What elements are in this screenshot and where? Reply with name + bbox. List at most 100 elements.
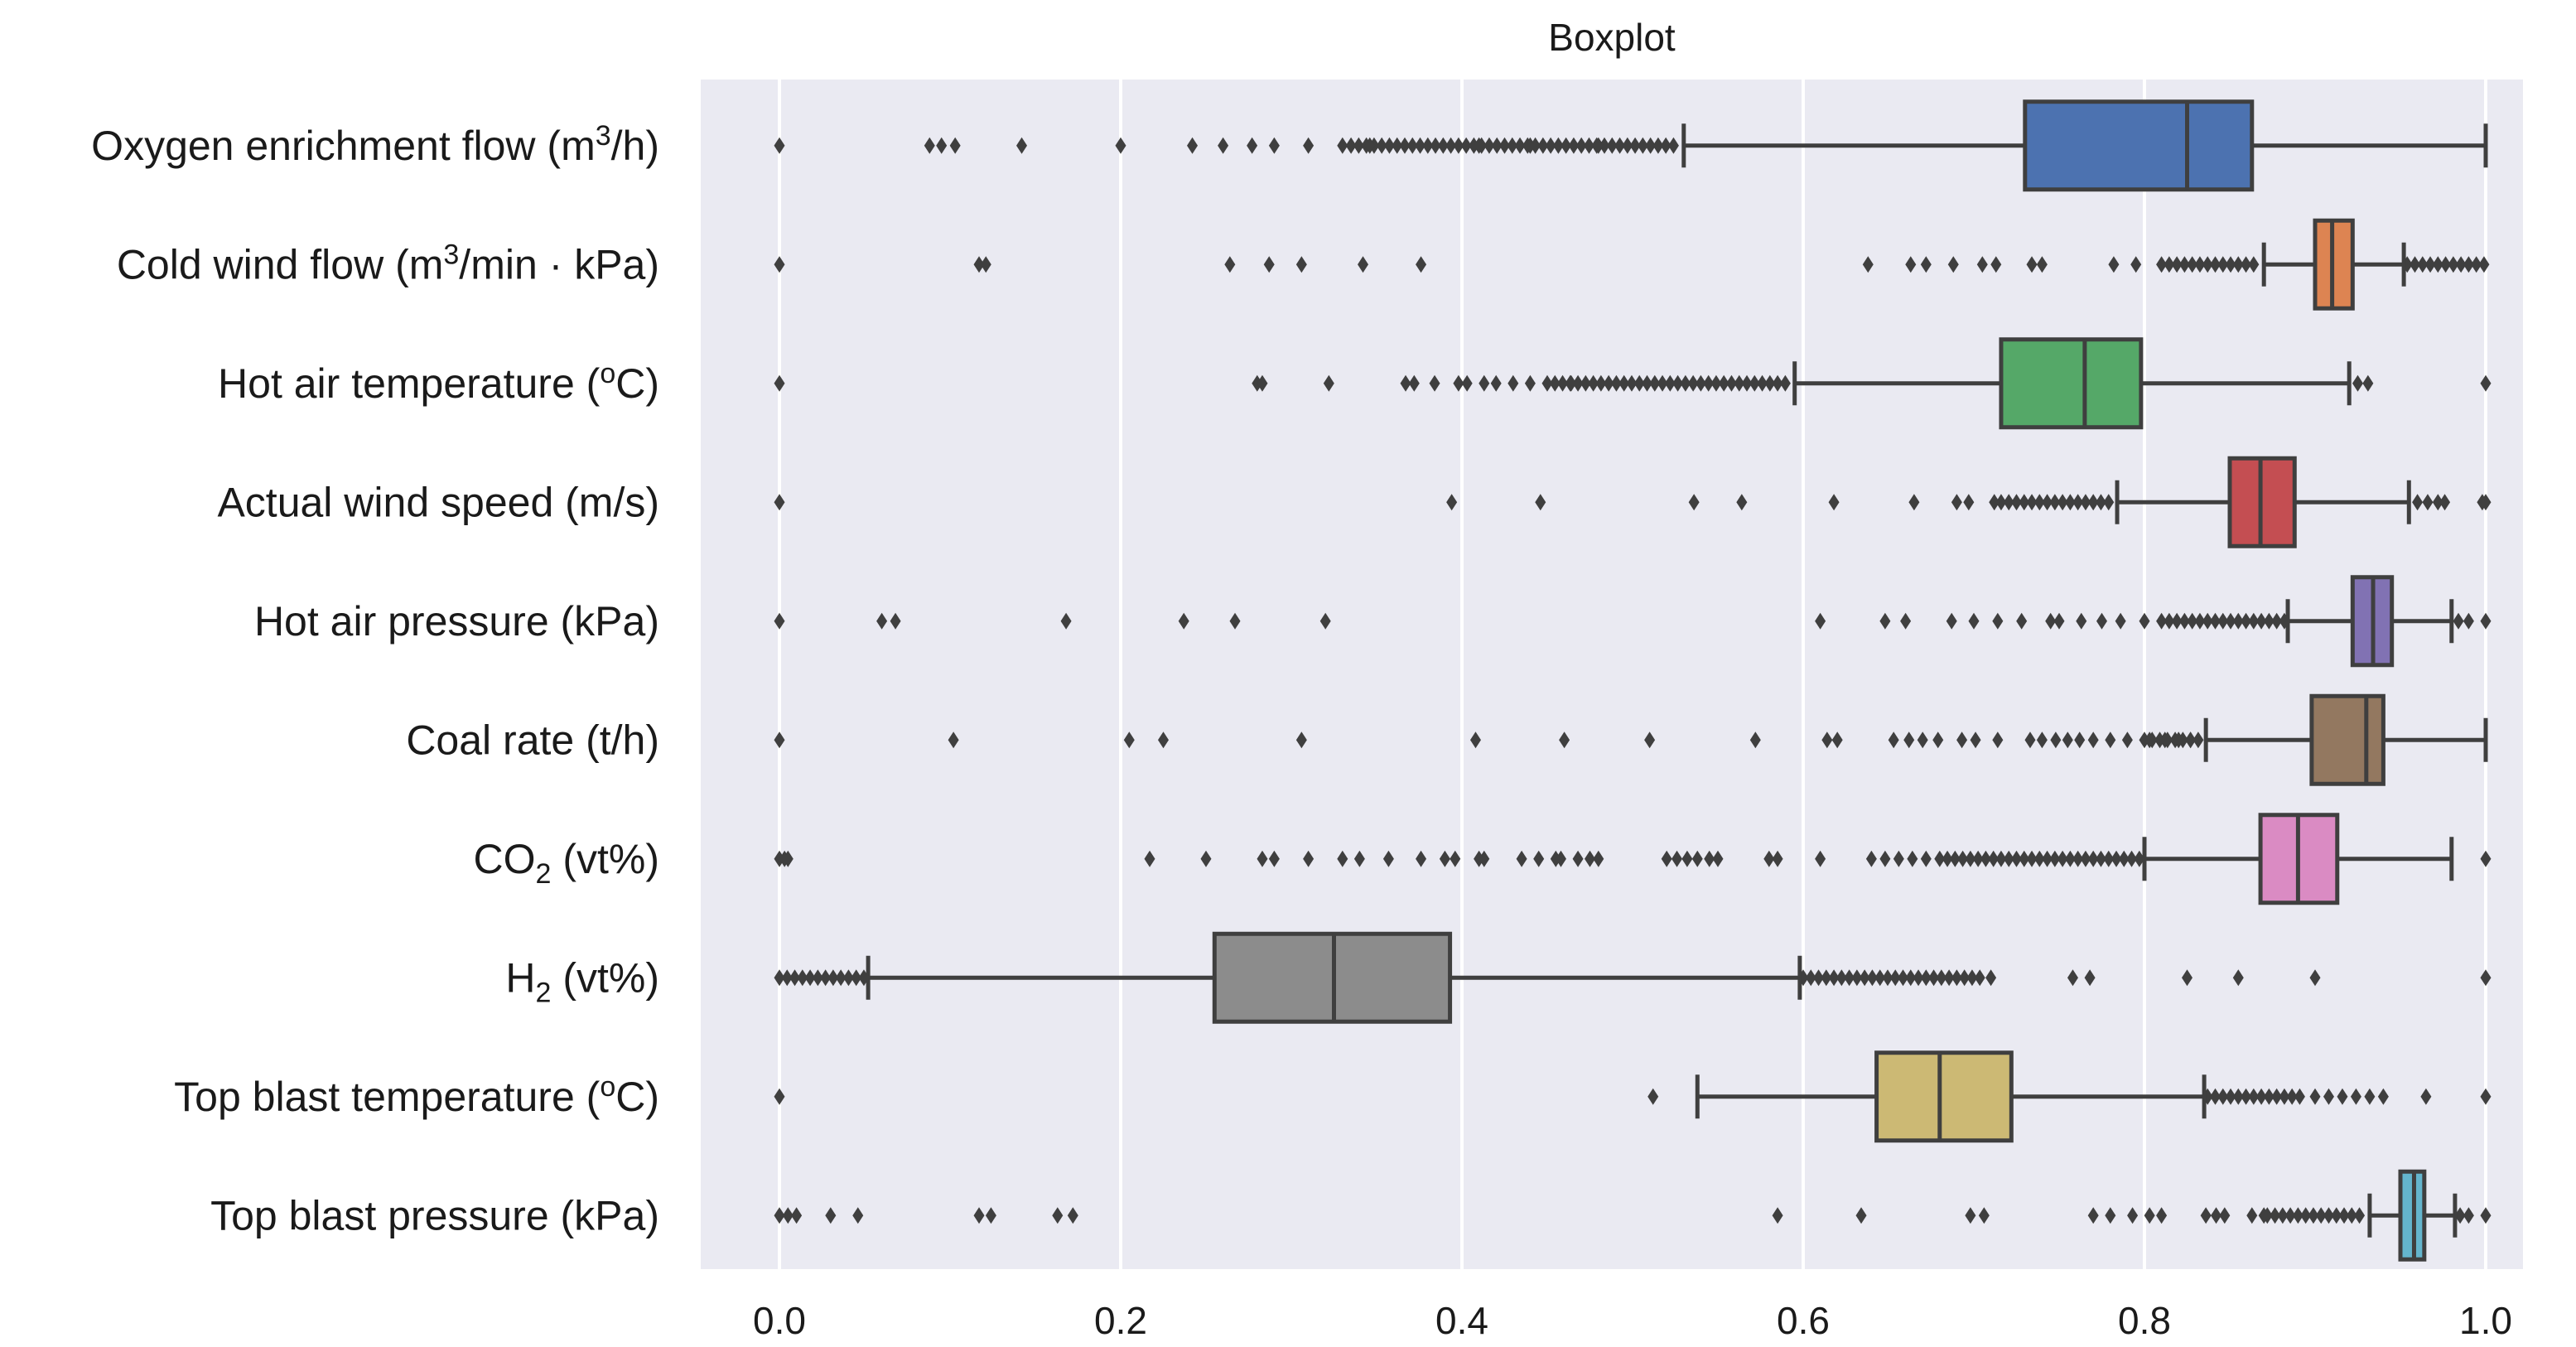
outlier-point	[774, 1088, 785, 1105]
outlier-point	[2309, 1088, 2321, 1105]
outlier-point	[1507, 374, 1519, 392]
outlier-point	[2033, 494, 2045, 511]
x-tick-label: 0.0	[753, 1299, 806, 1342]
outlier-point	[2241, 1088, 2252, 1105]
series-co2	[774, 813, 2492, 905]
outlier-point	[2453, 612, 2464, 630]
outlier-point	[1712, 850, 1724, 867]
outlier-point	[1980, 850, 1991, 867]
outlier-point	[1688, 494, 1700, 511]
outlier-point	[827, 969, 839, 987]
box-iqr	[2023, 99, 2255, 192]
outlier-point	[1622, 137, 1633, 154]
outlier-point	[2130, 256, 2142, 273]
outlier-point	[2062, 731, 2073, 749]
outlier-point	[1889, 969, 1901, 987]
outlier-point	[2033, 850, 2045, 867]
outlier-point	[2219, 1207, 2231, 1224]
outlier-point	[1865, 850, 1877, 867]
outlier-point	[1642, 374, 1653, 392]
label-text: Cold wind flow (m	[117, 241, 444, 287]
outlier-point	[2050, 731, 2062, 749]
outlier-point	[2202, 256, 2213, 273]
outlier-point	[2194, 256, 2206, 273]
outlier-point	[2217, 256, 2229, 273]
outlier-point	[1479, 374, 1490, 392]
outlier-point	[948, 731, 959, 749]
outlier-point	[2057, 850, 2068, 867]
outlier-point	[2377, 1088, 2389, 1105]
y-axis-label: Actual wind speed (m/s)	[217, 479, 659, 525]
x-tick-label: 1.0	[2459, 1299, 2512, 1342]
x-tick-label: 0.6	[1777, 1299, 1830, 1342]
outlier-point	[1474, 137, 1485, 154]
label-tail: C)	[615, 360, 659, 407]
outlier-point	[1859, 969, 1870, 987]
outlier-point	[812, 969, 823, 987]
outlier-point	[2087, 1207, 2099, 1224]
outlier-point	[2480, 969, 2492, 987]
outlier-point	[1446, 494, 1458, 511]
outlier-point	[2036, 256, 2048, 273]
label-text: Actual wind speed (m/s)	[217, 479, 659, 525]
outlier-point	[2076, 612, 2087, 630]
outlier-point	[797, 969, 808, 987]
outlier-point	[1430, 137, 1441, 154]
outlier-point	[2440, 256, 2452, 273]
outlier-point	[1647, 1088, 1659, 1105]
outlier-point	[1965, 1207, 1976, 1224]
outlier-point	[1585, 850, 1595, 867]
label-text: CO	[474, 836, 536, 882]
outlier-point	[1158, 731, 1169, 749]
y-axis-label: Hot air pressure (kPa)	[254, 598, 659, 645]
outlier-point	[2178, 256, 2190, 273]
outlier-point	[2480, 494, 2492, 511]
outlier-point	[1862, 256, 1874, 273]
outlier-point	[2110, 850, 2122, 867]
outlier-point	[2331, 1207, 2342, 1224]
outlier-point	[1491, 137, 1503, 154]
outlier-point	[2164, 256, 2175, 273]
outlier-point	[1949, 850, 1961, 867]
outlier-point	[2067, 969, 2078, 987]
outlier-point	[1537, 137, 1549, 154]
outlier-point	[2270, 1207, 2281, 1224]
label-text: Top blast temperature (	[174, 1074, 600, 1120]
outlier-point	[2455, 256, 2467, 273]
y-axis-label: H2 (vt%)	[505, 954, 659, 1008]
label-tail: /h)	[611, 123, 659, 169]
outlier-point	[1499, 137, 1510, 154]
outlier-point	[1469, 731, 1481, 749]
outlier-point	[2350, 1088, 2361, 1105]
outlier-point	[1970, 731, 1981, 749]
outlier-point	[1764, 374, 1776, 392]
outlier-point	[1524, 137, 1536, 154]
y-axis-label: Coal rate (t/h)	[406, 717, 659, 763]
outlier-point	[1844, 969, 1855, 987]
outlier-point	[774, 494, 785, 511]
outlier-point	[1664, 374, 1676, 392]
outlier-point	[1813, 969, 1825, 987]
outlier-point	[2480, 612, 2492, 630]
outlier-point	[1831, 731, 1843, 749]
outlier-point	[2080, 494, 2091, 511]
outlier-point	[2072, 494, 2084, 511]
outlier-point	[1603, 374, 1614, 392]
outlier-point	[1200, 850, 1212, 867]
outlier-point	[2156, 1207, 2168, 1224]
outlier-point	[1821, 731, 1833, 749]
outlier-point	[1588, 374, 1599, 392]
outlier-point	[1972, 850, 1984, 867]
outlier-point	[876, 612, 888, 630]
outlier-point	[1345, 137, 1357, 154]
outlier-point	[1893, 850, 1904, 867]
outlier-point	[2080, 850, 2091, 867]
outlier-point	[2323, 1088, 2334, 1105]
outlier-point	[1900, 612, 1912, 630]
outlier-point	[2121, 731, 2133, 749]
outlier-point	[1992, 612, 2004, 630]
outlier-point	[1319, 612, 1331, 630]
label-text: Oxygen enrichment flow (m	[91, 123, 596, 169]
outlier-point	[1533, 850, 1545, 867]
outlier-point	[2049, 850, 2061, 867]
